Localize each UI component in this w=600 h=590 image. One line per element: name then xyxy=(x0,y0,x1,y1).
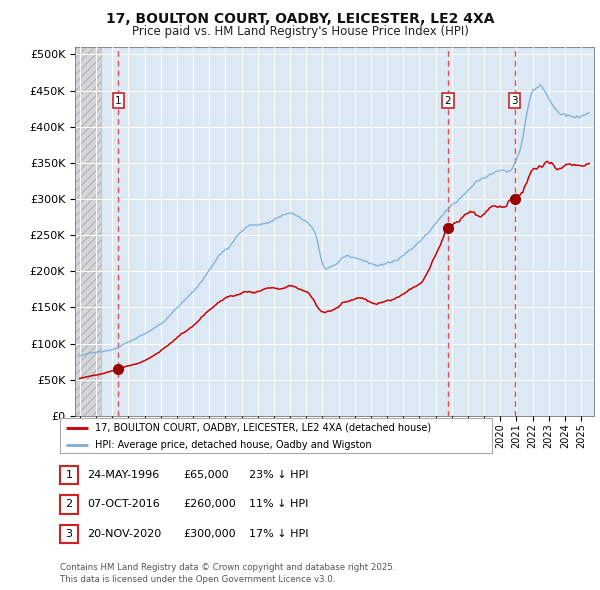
Text: 17, BOULTON COURT, OADBY, LEICESTER, LE2 4XA: 17, BOULTON COURT, OADBY, LEICESTER, LE2… xyxy=(106,12,494,26)
Text: 1: 1 xyxy=(65,470,73,480)
Text: 2: 2 xyxy=(65,500,73,509)
Text: 17, BOULTON COURT, OADBY, LEICESTER, LE2 4XA (detached house): 17, BOULTON COURT, OADBY, LEICESTER, LE2… xyxy=(95,422,431,432)
Text: 11% ↓ HPI: 11% ↓ HPI xyxy=(249,500,308,509)
Text: Price paid vs. HM Land Registry's House Price Index (HPI): Price paid vs. HM Land Registry's House … xyxy=(131,25,469,38)
Text: 23% ↓ HPI: 23% ↓ HPI xyxy=(249,470,308,480)
Text: 20-NOV-2020: 20-NOV-2020 xyxy=(87,529,161,539)
Text: 3: 3 xyxy=(65,529,73,539)
Text: £65,000: £65,000 xyxy=(183,470,229,480)
Text: Contains HM Land Registry data © Crown copyright and database right 2025.
This d: Contains HM Land Registry data © Crown c… xyxy=(60,563,395,584)
Bar xyxy=(75,47,101,416)
Text: 1: 1 xyxy=(115,96,122,106)
Text: 2: 2 xyxy=(445,96,451,106)
Text: HPI: Average price, detached house, Oadby and Wigston: HPI: Average price, detached house, Oadb… xyxy=(95,440,371,450)
Text: 07-OCT-2016: 07-OCT-2016 xyxy=(87,500,160,509)
Text: 3: 3 xyxy=(511,96,518,106)
Text: 24-MAY-1996: 24-MAY-1996 xyxy=(87,470,159,480)
Text: £260,000: £260,000 xyxy=(183,500,236,509)
Text: £300,000: £300,000 xyxy=(183,529,236,539)
Text: 17% ↓ HPI: 17% ↓ HPI xyxy=(249,529,308,539)
